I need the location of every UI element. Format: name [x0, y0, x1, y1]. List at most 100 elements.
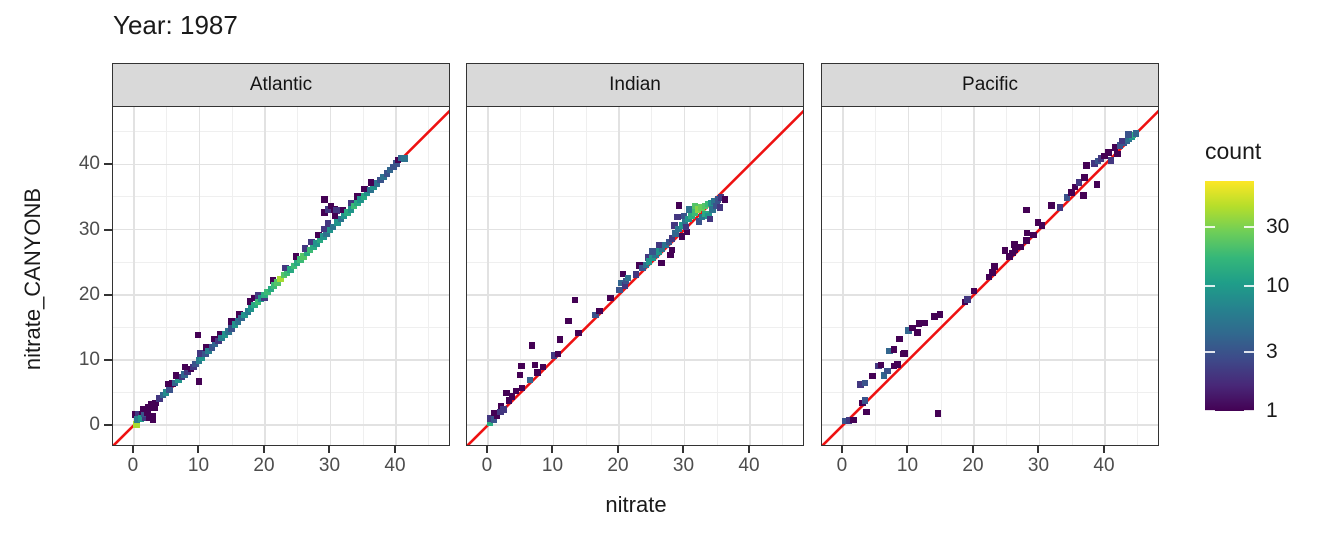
gridline-major-v	[395, 107, 397, 445]
bin2d-tile	[321, 209, 328, 216]
bin2d-tile	[701, 202, 709, 210]
bin2d-tile	[622, 277, 630, 285]
bin2d-tile	[184, 368, 191, 375]
bin2d-tile	[886, 347, 893, 355]
bin2d-tile	[1075, 179, 1083, 186]
bin2d-tile	[1114, 150, 1121, 158]
bin2d-tile	[228, 318, 235, 325]
count-colorbar-legend: count 30 10 3 1	[1205, 138, 1289, 422]
x-tick-label: 10	[187, 455, 210, 476]
bin2d-tile	[721, 196, 729, 203]
bin2d-tile	[505, 397, 513, 404]
bin2d-tile	[678, 222, 686, 229]
bin2d-tile	[964, 296, 971, 303]
x-tick-mark	[1037, 446, 1040, 453]
bin2d-tile	[1068, 189, 1075, 196]
bin2d-tile	[539, 363, 547, 371]
bin2d-tile	[616, 286, 623, 294]
bin2d-tile	[1091, 160, 1098, 167]
y-tick-mark	[104, 358, 112, 361]
bin2d-tile	[354, 193, 361, 200]
bin2d-tile	[1105, 149, 1112, 156]
bin2d-tile	[512, 387, 520, 395]
gridline-minor-h	[822, 326, 1158, 328]
bin2d-tile	[1048, 202, 1055, 209]
bin2d-tile	[401, 155, 408, 162]
bin2d-tile	[909, 324, 916, 332]
gridline-minor-h	[467, 392, 803, 394]
bin2d-tile	[315, 231, 322, 239]
bin2d-tile	[241, 311, 248, 319]
bin2d-tile	[668, 235, 676, 242]
bin2d-tile	[246, 298, 254, 305]
gridline-major-v	[683, 107, 686, 445]
gridline-minor-v	[1137, 107, 1139, 445]
gridline-minor-v	[520, 107, 522, 445]
bin2d-tile	[518, 362, 525, 370]
gridline-major-v	[133, 107, 135, 445]
gridline-minor-h	[467, 261, 803, 263]
bin2d-tile	[671, 222, 678, 229]
legend-tick-dash	[1244, 225, 1254, 228]
y-axis-title: nitrate_CANYONB	[20, 187, 45, 371]
gridline-minor-v	[231, 107, 233, 445]
bin2d-tile	[316, 236, 324, 244]
gridline-major-h	[113, 163, 449, 166]
bin2d-tile	[363, 189, 371, 197]
gridline-minor-h	[467, 131, 803, 133]
bin2d-tile	[658, 245, 666, 252]
bin2d-tile	[619, 270, 627, 278]
gridline-minor-v	[1006, 107, 1008, 445]
y-tick-mark	[104, 228, 112, 231]
gridline-major-h	[467, 228, 803, 231]
gridline-minor-h	[822, 196, 1158, 198]
gridline-minor-v	[651, 107, 653, 445]
bin2d-tile	[386, 166, 394, 174]
gridline-minor-h	[467, 326, 803, 328]
bin2d-tile	[575, 329, 582, 337]
bin2d-tile	[397, 154, 405, 162]
gridline-minor-v	[940, 107, 942, 445]
bin2d-tile	[231, 321, 239, 328]
bin2d-tile	[139, 405, 147, 413]
bin2d-tile	[324, 206, 332, 213]
gridline-major-h	[467, 163, 803, 166]
gridline-minor-v	[782, 107, 784, 445]
bin2d-tile	[915, 320, 923, 327]
bin2d-tile	[244, 308, 252, 315]
bin2d-tile	[487, 415, 494, 422]
gridline-minor-h	[113, 196, 449, 198]
bin2d-tile	[841, 417, 849, 425]
bin2d-tile	[370, 183, 377, 190]
y-tick-label: 30	[78, 218, 100, 240]
facet-pacific: Pacific 0 10 20 30 40	[821, 63, 1159, 476]
bin2d-tile	[277, 275, 284, 283]
bin2d-tile	[350, 202, 358, 210]
bin2d-tile	[705, 212, 712, 220]
bin2d-tile	[490, 416, 498, 423]
bin2d-tile	[198, 354, 206, 361]
gridline-minor-v	[166, 107, 168, 445]
plot-panel	[112, 107, 450, 446]
gridline-major-h	[113, 293, 449, 296]
x-tick-mark	[1102, 446, 1105, 453]
bin2d-tile	[1132, 130, 1139, 137]
bin2d-tile	[344, 209, 351, 216]
bin2d-tile	[642, 261, 650, 268]
bin2d-tile	[1116, 142, 1124, 149]
gridline-minor-h	[113, 326, 449, 328]
bin2d-tile	[181, 363, 189, 371]
bin2d-tile	[162, 389, 170, 396]
legend-tick-dash	[1244, 350, 1254, 353]
gridline-minor-h	[113, 261, 449, 263]
bin2d-tile	[531, 361, 539, 369]
bin2d-tile	[144, 409, 151, 416]
bin2d-tile	[674, 213, 681, 221]
bin2d-tile	[565, 317, 572, 325]
gridline-minor-v	[362, 107, 364, 445]
bin2d-tile	[652, 251, 659, 259]
bin2d-tile	[310, 243, 317, 250]
bin2d-tile	[151, 404, 159, 412]
bin2d-tile	[497, 402, 505, 410]
